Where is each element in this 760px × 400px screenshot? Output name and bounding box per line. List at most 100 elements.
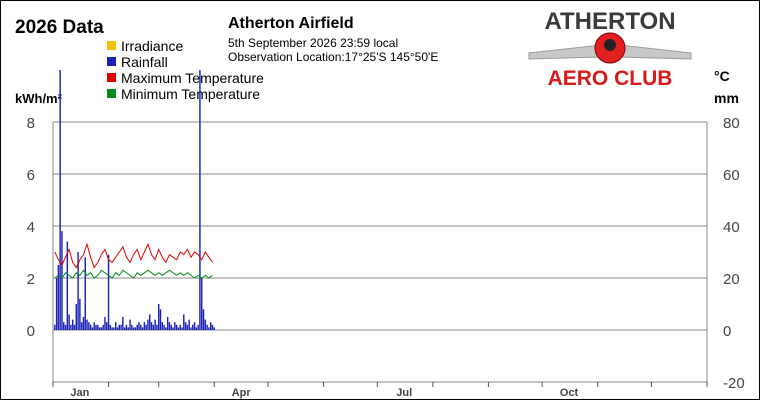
rainfall-bar (114, 322, 117, 330)
rainfall-bar (157, 304, 160, 330)
rainfall-bar (140, 324, 142, 330)
legend-swatch (107, 41, 116, 50)
rainfall-bar (172, 327, 174, 330)
observation-datetime: 5th September 2026 23:59 local (228, 36, 398, 50)
rainfall-bar (55, 278, 58, 330)
rainfall-bar (154, 319, 156, 330)
rainfall-bar (149, 314, 151, 330)
rainfall-bar (80, 322, 83, 330)
rainfall-bar (107, 254, 110, 330)
rainfall-bar (174, 322, 176, 330)
rainfall-bar (213, 327, 215, 330)
temperature-lines (54, 242, 213, 279)
x-tick-label: Jan (70, 387, 89, 399)
station-name: Atherton Airfield (228, 15, 354, 32)
rainfall-bar (201, 278, 203, 330)
rainfall-bar (136, 324, 138, 330)
rainfall-bar (132, 327, 135, 330)
y-axis-ticks: 0 2 4 6 8 -20 0 20 40 60 80 (27, 115, 745, 392)
rainfall-bar (209, 322, 212, 330)
rainfall-bar (129, 319, 131, 330)
rainfall-bar (165, 327, 167, 330)
rainfall-bar (118, 324, 121, 330)
rainfall-bar (166, 317, 169, 330)
rainfall-bar (63, 322, 65, 330)
y-right-tick-label: 40 (723, 219, 740, 236)
rainfall-bar (150, 322, 153, 330)
rainfall-bar (208, 327, 210, 330)
rainfall-bar (64, 324, 67, 330)
min-temperature-line (54, 269, 213, 279)
x-tick-label: Oct (560, 387, 579, 399)
rainfall-bar (134, 327, 137, 330)
legend-label: Irradiance (121, 38, 183, 54)
rainfall-bar (131, 324, 133, 330)
y-right-tick-label: -20 (723, 375, 745, 392)
data-title: 2026 Data (15, 17, 104, 38)
rainfall-bar (97, 324, 99, 330)
rainfall-bar (93, 322, 95, 330)
legend-swatch (107, 89, 116, 98)
rainfall-bar (91, 327, 94, 330)
rainfall-bar (145, 324, 147, 330)
rainfall-bar (106, 322, 108, 330)
rainfall-bar (95, 324, 97, 330)
rainfall-bar (89, 324, 92, 330)
legend-label: Minimum Temperature (121, 86, 260, 102)
rainfall-bar (68, 314, 70, 330)
rainfall-bar (175, 324, 178, 330)
logo-wing-right (618, 44, 692, 60)
rainfall-bar (70, 324, 72, 330)
y-right-unit-mm: mm (714, 90, 739, 106)
y-left-tick-label: 8 (27, 115, 35, 132)
rainfall-bar (71, 319, 74, 330)
rainfall-bar (168, 322, 171, 330)
rainfall-bar (163, 324, 165, 330)
rainfall-bar (202, 309, 205, 330)
rainfall-bar (206, 324, 208, 330)
rainfall-bar (98, 327, 101, 330)
logo-line1: ATHERTON (544, 8, 675, 35)
rainfall-bar (73, 324, 76, 330)
rainfall-bar (125, 324, 128, 330)
rainfall-bar (61, 231, 63, 330)
rainfall-bar (75, 304, 78, 330)
logo-line2: AERO CLUB (548, 67, 673, 90)
rainfall-bar (127, 327, 129, 330)
rainfall-bar (170, 324, 172, 330)
rainfall-bar (77, 252, 79, 330)
rainfall-bar (57, 265, 60, 330)
legend-label: Rainfall (121, 54, 168, 70)
rainfall-bar (88, 322, 90, 330)
y-right-tick-label: 80 (723, 115, 740, 132)
rainfall-bar (186, 324, 189, 330)
rainfall-bar (100, 327, 103, 330)
legend-label: Maximum Temperature (121, 70, 264, 86)
y-right-tick-label: 0 (723, 323, 731, 340)
rainfall-bar (120, 324, 122, 330)
legend-swatch (107, 57, 116, 66)
rainfall-bar (111, 327, 113, 330)
rainfall-bar (102, 324, 104, 330)
y-left-tick-label: 0 (27, 323, 35, 340)
rainfall-bar (143, 322, 146, 330)
rainfall-bar (147, 319, 149, 330)
rainfall-bar (159, 309, 162, 330)
rainfall-bars (54, 70, 215, 330)
rainfall-bar (161, 322, 164, 330)
rainfall-bar (104, 317, 106, 330)
rainfall-bar (152, 324, 155, 330)
max-temperature-line (54, 242, 213, 269)
rainfall-bar (190, 327, 192, 330)
rainfall-bar (181, 327, 183, 330)
aero-club-logo: ATHERTON AERO CLUB (528, 8, 692, 90)
rainfall-bar (123, 327, 126, 330)
rainfall-bar (82, 317, 85, 330)
rainfall-bar (192, 324, 194, 330)
y-right-tick-label: 20 (723, 271, 740, 288)
x-tick-label: Jul (396, 387, 412, 399)
rainfall-bar (54, 324, 56, 330)
rainfall-bar (211, 324, 214, 330)
rainfall-bar (195, 327, 198, 330)
